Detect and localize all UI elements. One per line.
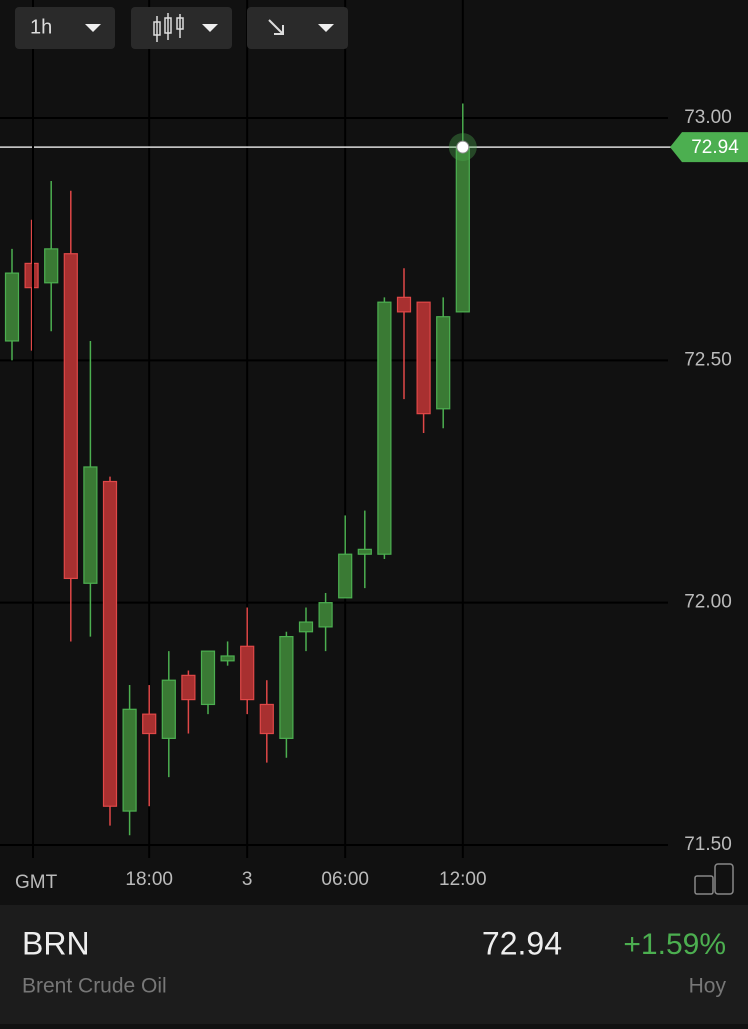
candle-body	[200, 650, 216, 706]
orientation-icon[interactable]	[694, 863, 734, 895]
candle-body	[24, 262, 39, 289]
candle-body	[142, 713, 157, 735]
y-tick-label: 71.50	[684, 834, 732, 855]
period: Hoy	[689, 975, 727, 998]
candle-body	[63, 253, 78, 580]
last-price-dot	[456, 140, 470, 154]
x-tick-label: 12:00	[439, 869, 487, 890]
candle-body	[259, 703, 274, 735]
candle-body	[83, 466, 98, 584]
candle-body	[377, 301, 392, 555]
footer	[0, 905, 748, 1024]
symbol: BRN	[22, 925, 90, 961]
dropdown-arrow	[318, 24, 334, 32]
candle-body	[318, 602, 333, 628]
price: 72.94	[482, 925, 562, 961]
candle-body	[181, 674, 196, 701]
change: +1.59%	[623, 928, 726, 961]
interval-label: 1h	[30, 16, 52, 38]
candle-body	[436, 316, 451, 410]
dropdown-arrow	[85, 24, 101, 32]
candle-body	[4, 272, 20, 342]
price-tag-label: 72.94	[691, 137, 739, 158]
dropdown-arrow	[202, 24, 218, 32]
candle-body	[240, 645, 255, 701]
candle-body	[102, 480, 118, 807]
x-tick-label: 18:00	[125, 869, 173, 890]
chart: 18:00 3 06:00 12:00 GMT 71.50 72.00 72.50 73.00 7…	[0, 0, 748, 893]
candle-icon	[153, 13, 184, 42]
x-tick-label: 3	[242, 869, 253, 890]
candle-body	[357, 548, 372, 555]
drawing-button[interactable]	[247, 7, 348, 49]
candle-body	[455, 146, 470, 313]
toolbar: 1h	[15, 7, 348, 49]
candle-body	[44, 248, 59, 284]
x-tick-label: 06:00	[321, 869, 369, 890]
interval-button[interactable]	[15, 7, 115, 49]
chart-type-button[interactable]	[131, 7, 232, 49]
arrow-icon	[268, 19, 284, 35]
price-tag	[670, 132, 748, 163]
candle-body	[396, 296, 412, 313]
y-tick-label: 73.00	[684, 107, 732, 128]
candle-body	[122, 708, 137, 812]
candle-body	[279, 635, 294, 739]
y-tick-label: 72.50	[684, 349, 732, 370]
candle-body	[220, 655, 235, 662]
y-tick-label: 72.00	[684, 592, 732, 613]
candle-body	[298, 621, 314, 633]
candle-body	[416, 301, 431, 415]
candle-body	[161, 679, 176, 739]
instrument-name: Brent Crude Oil	[22, 975, 167, 998]
x-axis-label: GMT	[15, 872, 58, 893]
candle-body	[338, 553, 353, 599]
